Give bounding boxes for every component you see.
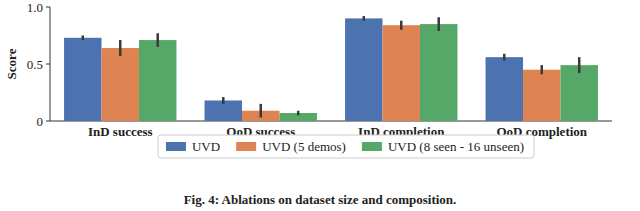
bar xyxy=(102,48,139,121)
legend: UVD UVD (5 demos) UVD (8 seen - 16 unseen) xyxy=(158,135,534,158)
y-tick-label: 0.5 xyxy=(27,57,43,72)
legend-box xyxy=(158,135,534,158)
legend-swatch xyxy=(362,142,382,151)
y-tick xyxy=(46,64,50,65)
caption: Fig. 4: Ablations on dataset size and co… xyxy=(184,192,457,207)
error-bar xyxy=(579,57,580,73)
x-tick-label: InD success xyxy=(88,124,153,139)
y-tick xyxy=(46,121,50,122)
error-line xyxy=(82,36,85,41)
error-bar xyxy=(82,36,83,41)
error-bar xyxy=(157,33,158,47)
error-line xyxy=(156,33,159,47)
legend-label: UVD (5 demos) xyxy=(262,139,346,154)
error-line xyxy=(260,104,263,118)
legend-swatch xyxy=(166,142,186,151)
bar xyxy=(420,24,457,121)
error-line xyxy=(222,97,225,104)
error-line xyxy=(437,17,440,31)
error-line xyxy=(503,54,506,61)
error-line xyxy=(363,16,366,21)
bar xyxy=(64,38,101,121)
error-bar xyxy=(504,54,505,61)
bar xyxy=(560,65,597,121)
error-line xyxy=(297,111,300,116)
error-line xyxy=(119,40,122,56)
y-tick-label: 1.0 xyxy=(27,0,43,15)
error-bar xyxy=(541,65,542,74)
error-bar xyxy=(260,104,261,118)
legend-label: UVD (8 seen - 16 unseen) xyxy=(388,139,524,154)
error-bar xyxy=(223,97,224,104)
legend-label: UVD xyxy=(192,139,220,154)
y-tick xyxy=(46,7,50,8)
legend-swatch xyxy=(236,142,256,151)
y-tick-label: 0 xyxy=(37,114,44,129)
error-bar xyxy=(363,16,364,21)
bar xyxy=(345,18,382,121)
bars xyxy=(64,16,598,121)
error-line xyxy=(541,65,544,74)
bar xyxy=(139,40,176,121)
error-bar xyxy=(298,111,299,116)
error-line xyxy=(578,57,581,73)
y-axis-label: Score xyxy=(4,48,19,79)
bar xyxy=(486,57,523,121)
bar xyxy=(383,25,420,121)
bar xyxy=(523,70,560,121)
error-line xyxy=(400,21,403,30)
error-bar xyxy=(401,21,402,30)
chart: 00.51.0ScoreInD successOoD successInD co… xyxy=(0,0,640,211)
error-bar xyxy=(438,17,439,31)
error-bar xyxy=(120,40,121,56)
